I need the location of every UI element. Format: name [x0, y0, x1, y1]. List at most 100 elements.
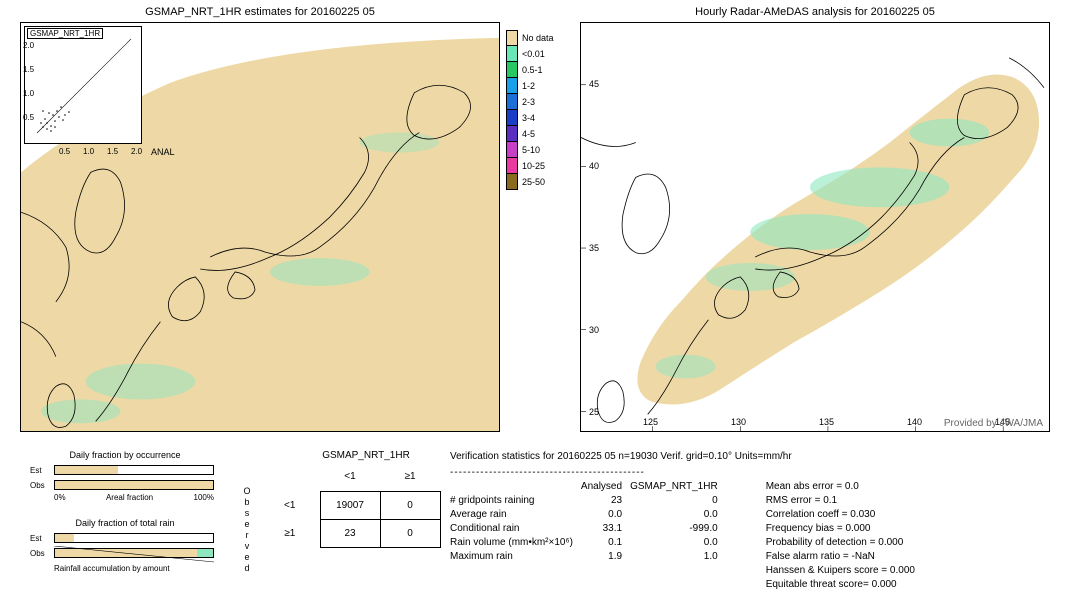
- verif-score-row: Equitable threat score= 0.000: [766, 578, 915, 592]
- frac-occ-axis-0: 0%: [54, 493, 66, 502]
- legend-swatch: [506, 78, 518, 94]
- conting-cell-10: 23: [320, 519, 380, 547]
- verif-r1-b: 0.0: [630, 508, 726, 522]
- verif-r3-lbl: Rain volume (mm•km²×10⁶): [450, 536, 581, 550]
- verif-score-row: Correlation coeff = 0.030: [766, 508, 915, 522]
- verif-score-row: Frequency bias = 0.000: [766, 522, 915, 536]
- right-ytick-3: 30: [589, 325, 599, 335]
- frac-occ-title: Daily fraction by occurrence: [30, 450, 220, 460]
- verification-block: Verification statistics for 20160225 05 …: [450, 450, 1070, 592]
- verif-r1-lbl: Average rain: [450, 508, 581, 522]
- inset-y-2: 1.0: [23, 89, 34, 98]
- right-xtick-1: 130: [731, 417, 746, 427]
- right-map-coast: [581, 23, 1049, 431]
- verif-r3-a: 0.1: [581, 536, 630, 550]
- conting-title: GSMAP_NRT_1HR: [290, 450, 442, 461]
- verif-r2-a: 33.1: [581, 522, 630, 536]
- inset-y-1: 1.5: [23, 65, 34, 74]
- inset-title: GSMAP_NRT_1HR: [27, 28, 103, 39]
- frac-occ-fill-0: [55, 466, 118, 474]
- verif-score-row: Probability of detection = 0.000: [766, 536, 915, 550]
- legend-label: 5-10: [522, 145, 540, 155]
- right-xtick-2: 135: [819, 417, 834, 427]
- verif-score-row: RMS error = 0.1: [766, 494, 915, 508]
- verif-r0-b: 0: [630, 494, 726, 508]
- legend-row: No data: [506, 30, 554, 46]
- legend-label: 4-5: [522, 129, 535, 139]
- right-ytick-2: 35: [589, 243, 599, 253]
- legend-row: 0.5-1: [506, 62, 554, 78]
- left-map-panel: GSMAP_NRT_1HR 2.0 1.5 1.0 0.5 0.5 1.0 1.…: [20, 22, 500, 432]
- legend-row: <0.01: [506, 46, 554, 62]
- right-ytick-1: 40: [589, 161, 599, 171]
- conting-col-0: <1: [320, 463, 380, 491]
- verif-r3-b: 0.0: [630, 536, 726, 550]
- right-map-credit: Provided by JWA/JMA: [944, 418, 1043, 429]
- verif-score-row: Mean abs error = 0.0: [766, 480, 915, 494]
- frac-tot-fill-0: [55, 534, 74, 542]
- frac-tot-lbl-1: Obs: [30, 549, 54, 558]
- legend-swatch: [506, 30, 518, 46]
- conting-col-1: ≥1: [380, 463, 440, 491]
- left-map-inset: GSMAP_NRT_1HR 2.0 1.5 1.0 0.5: [24, 26, 142, 144]
- bottom-stats: Daily fraction by occurrence Est Obs 0% …: [0, 450, 1080, 612]
- legend-row: 1-2: [506, 78, 554, 94]
- frac-occ-fill-1: [55, 481, 213, 489]
- inset-y-3: 0.5: [23, 113, 34, 122]
- frac-occ-axis-2: 100%: [194, 493, 214, 502]
- legend-label: <0.01: [522, 49, 545, 59]
- verif-table: Analysed GSMAP_NRT_1HR # gridpoints rain…: [450, 480, 726, 592]
- legend-swatch: [506, 62, 518, 78]
- left-map-title: GSMAP_NRT_1HR estimates for 20160225 05: [20, 6, 500, 18]
- contingency-table: GSMAP_NRT_1HR O b s e r v e d <1 ≥1 <1 1…: [260, 450, 442, 548]
- verif-r4-a: 1.9: [581, 550, 630, 564]
- legend-label: 25-50: [522, 177, 545, 187]
- conting-row-0: <1: [260, 491, 320, 519]
- fraction-occurrence: Daily fraction by occurrence Est Obs 0% …: [30, 450, 220, 502]
- conting-side-label: O b s e r v e d: [242, 486, 252, 574]
- frac-occ-lbl-0: Est: [30, 466, 54, 475]
- verif-r0-a: 23: [581, 494, 630, 508]
- frac-occ-bar-1: [54, 480, 214, 490]
- legend-swatch: [506, 110, 518, 126]
- conting-row-1: ≥1: [260, 519, 320, 547]
- right-xtick-3: 140: [907, 417, 922, 427]
- legend-swatch: [506, 174, 518, 190]
- verif-r2-lbl: Conditional rain: [450, 522, 581, 536]
- right-map-panel: 45 40 35 30 25 125 130 135 140 145 Provi…: [580, 22, 1050, 432]
- legend-row: 5-10: [506, 142, 554, 158]
- legend-swatch: [506, 46, 518, 62]
- frac-tot-lbl-0: Est: [30, 534, 54, 543]
- legend-row: 4-5: [506, 126, 554, 142]
- frac-occ-bar-0: [54, 465, 214, 475]
- verif-sep: ----------------------------------------…: [450, 466, 1070, 480]
- frac-tot-connector: [54, 546, 244, 564]
- inset-x-0: 0.5: [59, 147, 70, 156]
- legend-swatch: [506, 158, 518, 174]
- inset-x-3: 2.0: [131, 147, 142, 156]
- inset-y-0: 2.0: [23, 41, 34, 50]
- verif-score-row: False alarm ratio = -NaN: [766, 550, 915, 564]
- right-map-title: Hourly Radar-AMeDAS analysis for 2016022…: [580, 6, 1050, 18]
- conting-cell-01: 0: [380, 491, 440, 519]
- legend-label: 1-2: [522, 81, 535, 91]
- verif-scores: Mean abs error = 0.0RMS error = 0.1Corre…: [766, 480, 915, 592]
- right-ytick-0: 45: [589, 79, 599, 89]
- color-legend: No data<0.010.5-11-22-33-44-55-1010-2525…: [506, 30, 554, 190]
- verif-col-1: GSMAP_NRT_1HR: [630, 480, 726, 494]
- frac-tot-caption: Rainfall accumulation by amount: [54, 564, 220, 573]
- verif-r4-b: 1.0: [630, 550, 726, 564]
- frac-tot-bar-0: [54, 533, 214, 543]
- verif-r0-lbl: # gridpoints raining: [450, 494, 581, 508]
- inset-x-2: 1.5: [107, 147, 118, 156]
- right-ytick-4: 25: [589, 407, 599, 417]
- verif-score-row: Hanssen & Kuipers score = 0.000: [766, 564, 915, 578]
- verif-r4-lbl: Maximum rain: [450, 550, 581, 564]
- frac-occ-axis-1: Areal fraction: [106, 493, 153, 502]
- fraction-totalrain: Daily fraction of total rain Est Obs Rai…: [30, 518, 220, 573]
- verif-r1-a: 0.0: [581, 508, 630, 522]
- conting-cell-00: 19007: [320, 491, 380, 519]
- legend-label: No data: [522, 33, 554, 43]
- legend-row: 2-3: [506, 94, 554, 110]
- inset-scatter: [25, 27, 143, 145]
